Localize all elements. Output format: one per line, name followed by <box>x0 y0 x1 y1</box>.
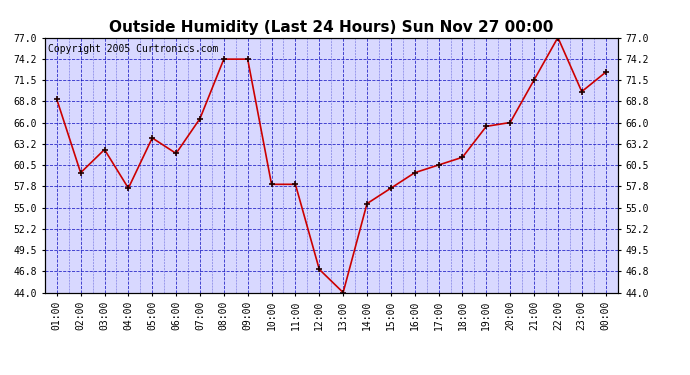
Title: Outside Humidity (Last 24 Hours) Sun Nov 27 00:00: Outside Humidity (Last 24 Hours) Sun Nov… <box>109 20 553 35</box>
Text: Copyright 2005 Curtronics.com: Copyright 2005 Curtronics.com <box>48 44 218 54</box>
